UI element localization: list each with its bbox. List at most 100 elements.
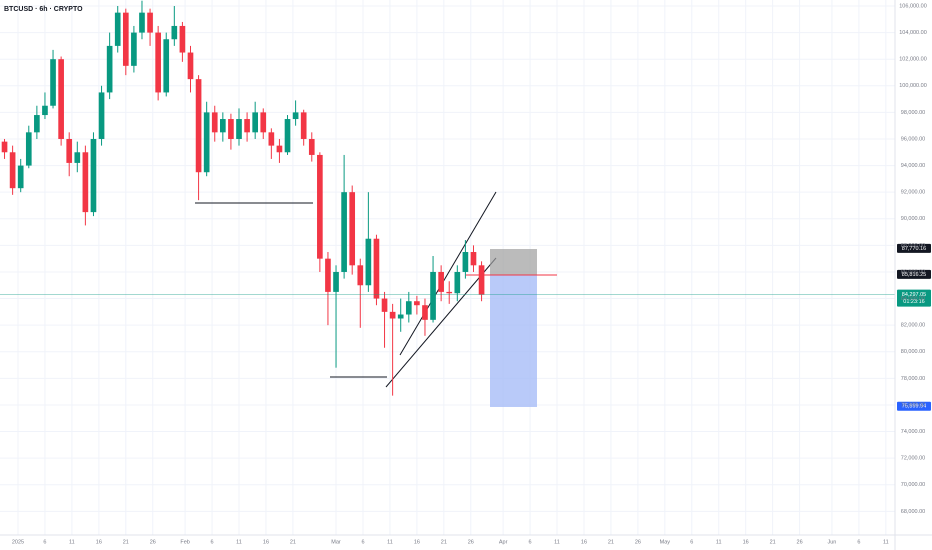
candle-body: [131, 32, 137, 66]
x-tick-label: Feb: [180, 539, 189, 545]
x-tick-label: 26: [797, 539, 803, 545]
x-tick-label: 26: [150, 539, 156, 545]
candle-body: [284, 119, 291, 153]
x-tick-label: 11: [387, 539, 393, 545]
x-tick-label: 11: [236, 539, 242, 545]
candle-body: [300, 112, 307, 139]
candle-body: [341, 192, 347, 272]
candle-body: [82, 152, 89, 213]
x-tick-label: Apr: [499, 539, 508, 545]
candle-body: [147, 12, 153, 33]
channel-line: [399, 191, 497, 356]
candle-body: [244, 119, 250, 133]
candles: [1, 0, 485, 396]
candle-body: [292, 112, 299, 120]
candle-body: [438, 271, 444, 292]
y-tick-label: 88,000.00: [901, 243, 925, 249]
candle-body: [139, 12, 145, 33]
y-tick-label: 82,000.00: [901, 323, 925, 329]
candle-body: [122, 12, 129, 66]
x-tick-label: 26: [635, 539, 641, 545]
candle-body: [414, 301, 420, 306]
x-tick-label: 16: [743, 539, 749, 545]
x-tick-label: 6: [361, 539, 364, 545]
x-tick-label: 6: [857, 539, 860, 545]
candle-body: [42, 105, 48, 116]
candle-body: [430, 271, 436, 320]
y-tick-label: 90,000.00: [901, 216, 925, 222]
y-tick-label: 98,000.00: [901, 110, 925, 116]
x-tick-label: 6: [43, 539, 46, 545]
y-tick-label: 74,000.00: [901, 429, 925, 435]
drawings: [195, 191, 557, 407]
candle-body: [114, 12, 121, 46]
x-tick-label: May: [660, 539, 671, 545]
candle-body: [357, 265, 364, 286]
countdown-label: 01:23:16: [903, 299, 924, 305]
candle-body: [389, 311, 396, 319]
candle-body: [381, 298, 388, 312]
target-zone: [490, 275, 537, 407]
candle-body: [333, 271, 339, 292]
candle-body: [260, 112, 267, 133]
x-tick-label: 2025: [12, 539, 24, 545]
candle-body: [66, 138, 73, 163]
candle-body: [373, 238, 380, 299]
price-badge: [897, 401, 931, 411]
price-label: 85,816.25: [902, 272, 926, 278]
candle-body: [34, 115, 40, 133]
x-tick-label: 11: [554, 539, 560, 545]
x-tick-label: 21: [770, 539, 776, 545]
x-tick-label: 6: [529, 539, 532, 545]
x-tick-label: 16: [581, 539, 587, 545]
candle-body: [462, 252, 469, 272]
candle-body: [446, 291, 453, 294]
price-badge: [897, 243, 931, 253]
candle-body: [90, 138, 97, 213]
x-tick-label: 21: [608, 539, 614, 545]
x-tick-label: 6: [690, 539, 693, 545]
candle-body: [155, 32, 161, 93]
y-tick-label: 84,000.00: [901, 296, 925, 302]
y-tick-label: 96,000.00: [901, 136, 925, 142]
candle-body: [422, 305, 428, 320]
x-tick-label: 16: [414, 539, 420, 545]
candle-body: [106, 45, 113, 93]
y-tick-label: 80,000.00: [901, 349, 925, 355]
candle-body: [236, 119, 242, 139]
candle-body: [228, 119, 234, 139]
x-tick-label: 11: [69, 539, 75, 545]
price-label: 87,770.16: [902, 246, 926, 252]
candle-body: [50, 59, 56, 106]
candle-body: [179, 25, 186, 53]
x-tick-label: 21: [290, 539, 296, 545]
last-price-badge: [897, 289, 931, 307]
candle-body: [74, 152, 81, 163]
x-tick-label: 21: [441, 539, 447, 545]
last-price-label: 84,297.05: [902, 292, 926, 298]
x-tick-label: Mar: [331, 539, 341, 545]
candle-body: [405, 301, 412, 315]
chart-title: BTCUSD · 6h · CRYPTO: [4, 6, 83, 13]
y-tick-label: 102,000.00: [899, 57, 927, 63]
candle-body: [308, 138, 315, 155]
y-tick-label: 72,000.00: [901, 456, 925, 462]
candle-body: [25, 132, 32, 166]
x-tick-label: 16: [263, 539, 269, 545]
candle-body: [9, 152, 16, 189]
candle-body: [365, 238, 372, 286]
candle-body: [211, 112, 218, 133]
candle-body: [276, 145, 283, 153]
candle-body: [163, 39, 170, 93]
x-tick-label: 11: [716, 539, 722, 545]
candle-body: [220, 119, 226, 133]
price-badge: [897, 269, 931, 279]
x-tick-label: 6: [211, 539, 214, 545]
candle-body: [470, 252, 477, 266]
y-tick-label: 68,000.00: [901, 509, 925, 515]
candle-body: [171, 25, 178, 40]
y-tick-label: 70,000.00: [901, 482, 925, 488]
y-tick-label: 76,000.00: [901, 402, 925, 408]
y-tick-label: 92,000.00: [901, 190, 925, 196]
